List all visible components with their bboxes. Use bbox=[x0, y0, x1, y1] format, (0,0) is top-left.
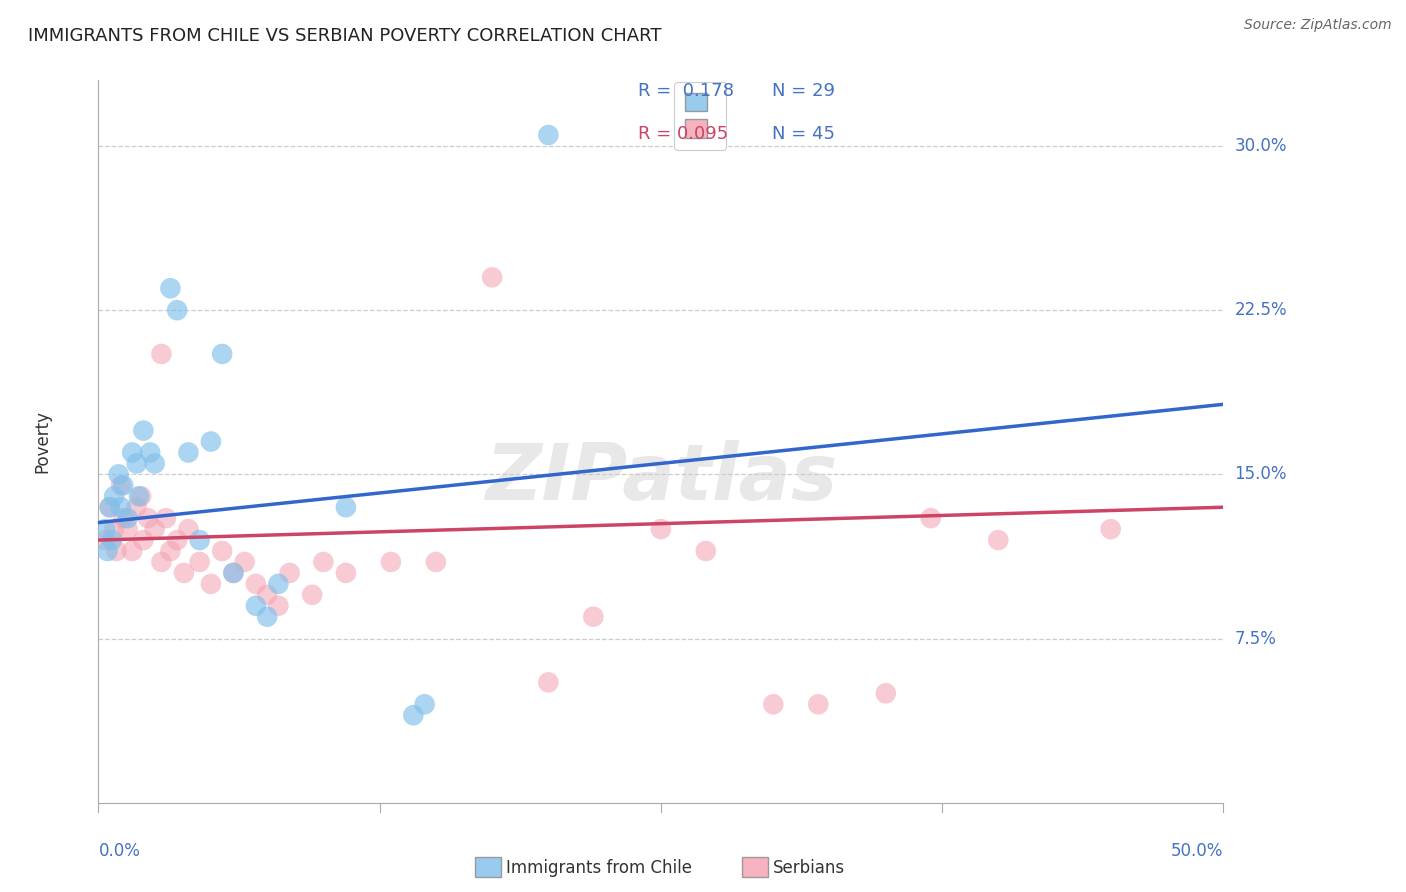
Point bbox=[103, 522, 125, 536]
Text: R = 0.095: R = 0.095 bbox=[638, 125, 728, 143]
Point bbox=[233, 555, 256, 569]
Point bbox=[103, 489, 125, 503]
Point bbox=[335, 500, 357, 515]
Point bbox=[425, 555, 447, 569]
Point bbox=[267, 577, 290, 591]
Point bbox=[155, 511, 177, 525]
Point bbox=[188, 533, 211, 547]
Text: Serbians: Serbians bbox=[773, 859, 845, 877]
Point bbox=[211, 544, 233, 558]
Point bbox=[121, 445, 143, 459]
Point bbox=[98, 500, 121, 515]
Point bbox=[94, 533, 117, 547]
Text: 30.0%: 30.0% bbox=[1234, 137, 1286, 155]
Point bbox=[105, 544, 128, 558]
Point bbox=[762, 698, 785, 712]
Point bbox=[582, 609, 605, 624]
Point bbox=[987, 533, 1010, 547]
Point bbox=[177, 445, 200, 459]
Point bbox=[110, 500, 132, 515]
Point bbox=[695, 544, 717, 558]
Point bbox=[117, 522, 139, 536]
Text: 7.5%: 7.5% bbox=[1234, 630, 1277, 648]
Point bbox=[128, 489, 150, 503]
Point bbox=[245, 599, 267, 613]
Point bbox=[132, 533, 155, 547]
Point bbox=[107, 467, 129, 482]
Point bbox=[380, 555, 402, 569]
Point bbox=[1099, 522, 1122, 536]
Point bbox=[267, 599, 290, 613]
Point bbox=[301, 588, 323, 602]
Point bbox=[256, 588, 278, 602]
Point bbox=[143, 457, 166, 471]
Point bbox=[278, 566, 301, 580]
Point bbox=[101, 533, 124, 547]
Point bbox=[222, 566, 245, 580]
Text: 22.5%: 22.5% bbox=[1234, 301, 1286, 319]
Point bbox=[807, 698, 830, 712]
Point bbox=[112, 478, 135, 492]
Point bbox=[121, 544, 143, 558]
Point bbox=[335, 566, 357, 580]
Point bbox=[150, 555, 173, 569]
Point bbox=[413, 698, 436, 712]
Point bbox=[159, 544, 181, 558]
Point bbox=[177, 522, 200, 536]
Point bbox=[117, 511, 139, 525]
Text: Source: ZipAtlas.com: Source: ZipAtlas.com bbox=[1244, 18, 1392, 32]
Point bbox=[211, 347, 233, 361]
Point bbox=[312, 555, 335, 569]
Text: 15.0%: 15.0% bbox=[1234, 466, 1286, 483]
Point bbox=[481, 270, 503, 285]
Point bbox=[245, 577, 267, 591]
Point bbox=[150, 347, 173, 361]
Point bbox=[537, 675, 560, 690]
Point bbox=[166, 533, 188, 547]
Point bbox=[159, 281, 181, 295]
Point bbox=[110, 478, 132, 492]
Text: N = 45: N = 45 bbox=[772, 125, 835, 143]
Point bbox=[200, 434, 222, 449]
Point bbox=[125, 457, 148, 471]
Text: 0.0%: 0.0% bbox=[98, 842, 141, 860]
Point bbox=[875, 686, 897, 700]
Point bbox=[173, 566, 195, 580]
Point bbox=[650, 522, 672, 536]
Text: N = 29: N = 29 bbox=[772, 82, 835, 100]
Point bbox=[222, 566, 245, 580]
Point bbox=[920, 511, 942, 525]
Point bbox=[166, 303, 188, 318]
Point bbox=[98, 500, 121, 515]
Point bbox=[188, 555, 211, 569]
Text: ZIPatlas: ZIPatlas bbox=[485, 440, 837, 516]
Point bbox=[136, 511, 159, 525]
Text: Immigrants from Chile: Immigrants from Chile bbox=[506, 859, 692, 877]
Text: R =  0.178: R = 0.178 bbox=[638, 82, 734, 100]
Text: IMMIGRANTS FROM CHILE VS SERBIAN POVERTY CORRELATION CHART: IMMIGRANTS FROM CHILE VS SERBIAN POVERTY… bbox=[28, 27, 662, 45]
Text: Poverty: Poverty bbox=[34, 410, 52, 473]
Point bbox=[125, 500, 148, 515]
Point bbox=[112, 511, 135, 525]
Legend: , : , bbox=[673, 82, 727, 150]
Point bbox=[143, 522, 166, 536]
Point bbox=[537, 128, 560, 142]
Point bbox=[402, 708, 425, 723]
Point bbox=[96, 544, 118, 558]
Point bbox=[256, 609, 278, 624]
Point bbox=[200, 577, 222, 591]
Text: 50.0%: 50.0% bbox=[1171, 842, 1223, 860]
Point bbox=[94, 522, 117, 536]
Point bbox=[129, 489, 152, 503]
Point bbox=[139, 445, 162, 459]
Point bbox=[132, 424, 155, 438]
